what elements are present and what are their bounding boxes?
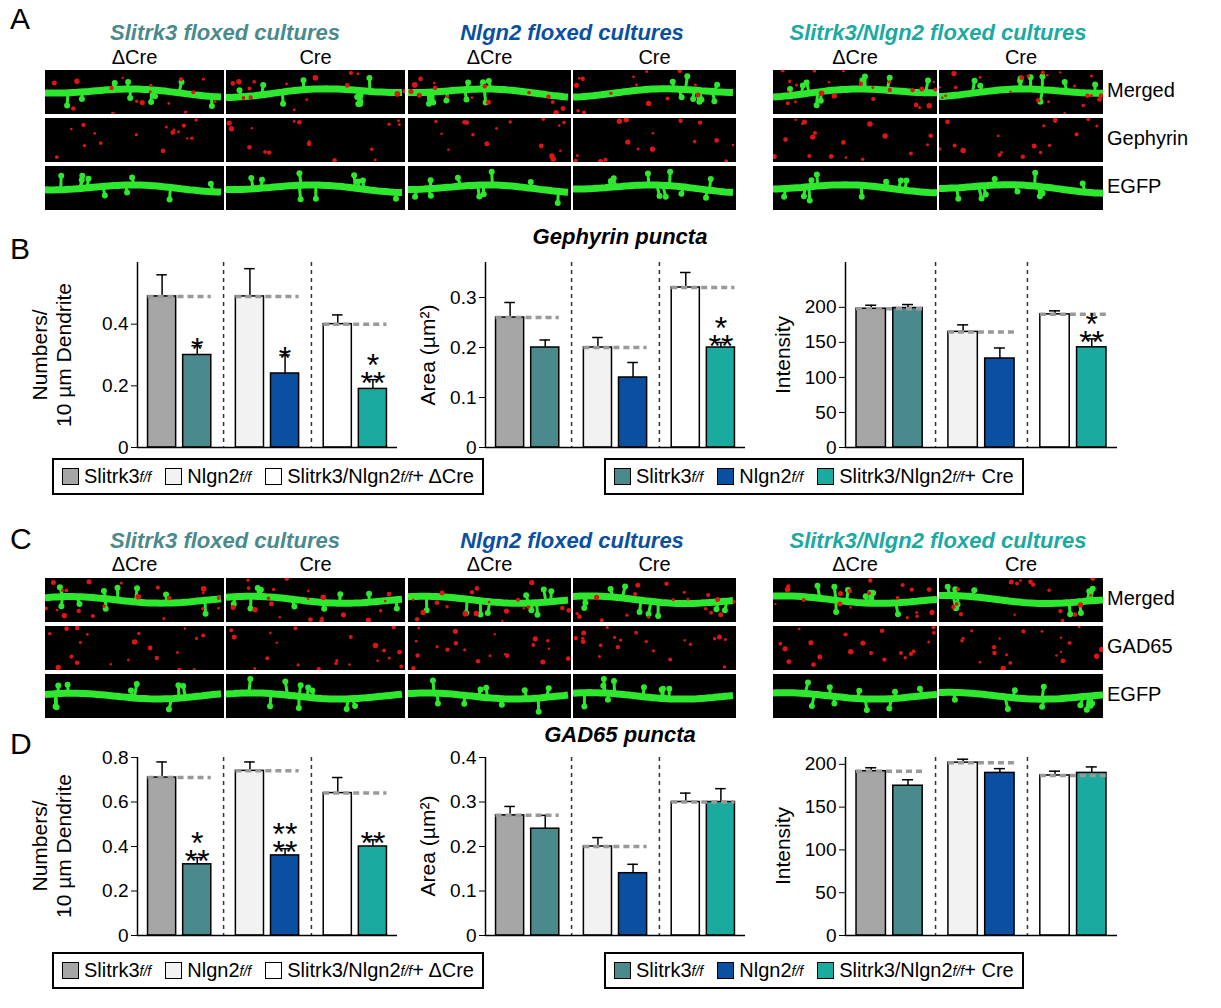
html-text:ΔCre: ΔCre: [111, 46, 158, 68]
html-text:Slitrk3f/f: Slitrk3f/f: [636, 465, 704, 487]
svg-text:0.2: 0.2: [450, 337, 476, 358]
html-text:Cre: Cre: [1004, 46, 1038, 68]
svg-text:0.2: 0.2: [102, 375, 128, 396]
html-text:Gephyrin puncta: Gephyrin puncta: [532, 224, 708, 249]
svg-text:***: ***: [185, 825, 210, 879]
html-text:Area (µm²): Area (µm²): [415, 304, 439, 405]
html-text:Intensity: Intensity: [770, 806, 794, 886]
html-text:Cre: Cre: [299, 46, 332, 68]
svg-text:0: 0: [466, 437, 477, 458]
html-text:10 µm Dendrite: 10 µm Dendrite: [52, 282, 75, 427]
html-text:ΔCre: ΔCre: [466, 46, 513, 68]
html-text:Nlgn2f/f: Nlgn2f/f: [739, 959, 804, 981]
svg-text:0: 0: [826, 925, 837, 946]
html-text:Merged: Merged: [1107, 79, 1175, 101]
html-text:ΔCre: ΔCre: [111, 553, 158, 575]
html-text:C: C: [10, 522, 32, 555]
html-text:Cre: Cre: [1004, 553, 1038, 575]
html-text:Cre: Cre: [638, 46, 671, 68]
html-text:Area (µm²): Area (µm²): [415, 795, 439, 897]
svg-text:50: 50: [815, 882, 836, 903]
html-text:Slitrk3/Nlgn2f/f+ ΔCre: Slitrk3/Nlgn2f/f+ ΔCre: [287, 959, 474, 981]
svg-text:0.3: 0.3: [450, 287, 476, 308]
svg-text:150: 150: [805, 331, 837, 352]
svg-text:200: 200: [805, 296, 837, 317]
svg-text:0.6: 0.6: [102, 791, 128, 812]
html-text:Nlgn2f/f: Nlgn2f/f: [187, 959, 252, 981]
html-text:EGFP: EGFP: [1107, 175, 1162, 197]
html-text:A: A: [10, 2, 30, 35]
html-text:D: D: [10, 727, 32, 760]
svg-text:0: 0: [466, 925, 477, 946]
html-text:Slitrk3/Nlgn2 floxed cultures: Slitrk3/Nlgn2 floxed cultures: [789, 20, 1087, 45]
svg-text:0.4: 0.4: [450, 747, 477, 768]
svg-text:0: 0: [118, 925, 129, 946]
html-text:Slitrk3f/f: Slitrk3f/f: [636, 959, 704, 981]
html-text:ΔCre: ΔCre: [466, 553, 513, 575]
html-text:Nlgn2f/f: Nlgn2f/f: [187, 465, 252, 487]
html-text:Slitrk3/Nlgn2f/f+ Cre: Slitrk3/Nlgn2f/f+ Cre: [839, 465, 1014, 487]
html-text:Cre: Cre: [299, 553, 332, 575]
html-text:Slitrk3f/f: Slitrk3f/f: [84, 465, 152, 487]
html-text:Nlgn2 floxed cultures: Nlgn2 floxed cultures: [460, 20, 684, 45]
html-text:Numbers/: Numbers/: [27, 309, 51, 400]
html-text:ΔCre: ΔCre: [832, 553, 878, 575]
html-text:Nlgn2f/f: Nlgn2f/f: [739, 465, 804, 487]
svg-text:0.8: 0.8: [102, 747, 128, 768]
html-text:ΔCre: ΔCre: [832, 46, 878, 68]
svg-text:*: *: [191, 331, 203, 367]
svg-text:**: **: [360, 825, 385, 861]
html-text:10 µm Dendrite: 10 µm Dendrite: [52, 774, 75, 918]
svg-text:0.1: 0.1: [450, 880, 476, 901]
html-text:Slitrk3 floxed cultures: Slitrk3 floxed cultures: [110, 20, 340, 45]
html-text:Slitrk3 floxed cultures: Slitrk3 floxed cultures: [110, 528, 340, 553]
svg-text:0.3: 0.3: [450, 791, 476, 812]
svg-text:0: 0: [118, 437, 129, 458]
html-text:GAD65 puncta: GAD65 puncta: [544, 722, 696, 747]
svg-text:*: *: [279, 340, 291, 376]
svg-text:100: 100: [805, 367, 837, 388]
svg-text:0.2: 0.2: [450, 836, 476, 857]
html-text:Nlgn2 floxed cultures: Nlgn2 floxed cultures: [460, 528, 684, 553]
html-text:EGFP: EGFP: [1107, 683, 1162, 705]
svg-text:0.4: 0.4: [102, 313, 129, 334]
svg-text:0.2: 0.2: [102, 880, 128, 901]
html-text:Slitrk3/Nlgn2f/f+ ΔCre: Slitrk3/Nlgn2f/f+ ΔCre: [287, 465, 474, 487]
html-text:Cre: Cre: [638, 553, 671, 575]
svg-text:***: ***: [360, 347, 385, 401]
html-text:B: B: [10, 232, 30, 265]
html-text:Slitrk3f/f: Slitrk3f/f: [84, 959, 152, 981]
html-text:Intensity: Intensity: [770, 315, 794, 394]
svg-text:***: ***: [708, 310, 733, 364]
html-text:Gephyrin: Gephyrin: [1107, 127, 1189, 149]
html-text:Slitrk3/Nlgn2f/f+ Cre: Slitrk3/Nlgn2f/f+ Cre: [839, 959, 1014, 981]
html-text:Numbers/: Numbers/: [27, 800, 51, 892]
svg-text:***: ***: [1079, 306, 1104, 360]
html-text:Merged: Merged: [1107, 587, 1175, 609]
svg-text:****: ****: [273, 816, 298, 870]
svg-text:150: 150: [805, 796, 837, 817]
svg-text:0.1: 0.1: [450, 387, 476, 408]
svg-text:0: 0: [826, 437, 837, 458]
svg-text:100: 100: [805, 839, 837, 860]
svg-text:0.4: 0.4: [102, 836, 129, 857]
html-text:GAD65: GAD65: [1107, 635, 1173, 657]
svg-text:50: 50: [815, 402, 836, 423]
html-text:Slitrk3/Nlgn2 floxed cultures: Slitrk3/Nlgn2 floxed cultures: [789, 528, 1087, 553]
svg-text:200: 200: [805, 753, 837, 774]
